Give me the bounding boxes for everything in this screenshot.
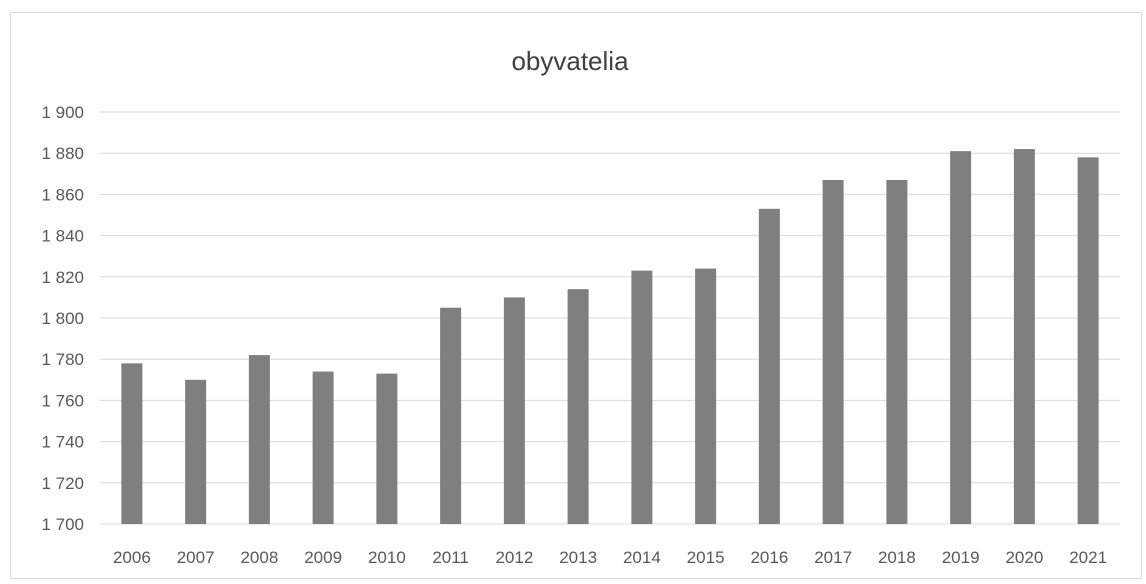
x-tick-label: 2010: [368, 548, 406, 567]
x-tick-label: 2020: [1005, 548, 1043, 567]
y-tick-label: 1 760: [41, 391, 84, 410]
bar-2020: [1013, 149, 1035, 524]
x-tick-label: 2008: [240, 548, 278, 567]
x-tick-label: 2011: [432, 548, 469, 567]
bar-2021: [1077, 157, 1099, 524]
x-axis-tick-labels: 2006 2007 2008 2009 2010 2011 2012 2013 2014 2015…: [113, 548, 1107, 567]
x-tick-label: 2014: [623, 548, 661, 567]
chart-title: obyvatelia: [511, 46, 629, 76]
x-tick-label: 2013: [559, 548, 597, 567]
x-tick-label: 2006: [113, 548, 151, 567]
y-tick-label: 1 840: [41, 227, 84, 246]
bar-2016: [758, 208, 780, 524]
y-tick-label: 1 740: [41, 433, 84, 452]
bar-2007: [185, 379, 207, 524]
y-tick-label: 1 860: [41, 185, 84, 204]
x-tick-label: 2017: [814, 548, 852, 567]
bar-2019: [950, 151, 972, 524]
bar-2014: [631, 270, 653, 524]
y-tick-label: 1 800: [41, 309, 84, 328]
y-tick-label: 1 900: [41, 103, 84, 122]
y-axis-tick-labels: 1 700 1 720 1 740 1 760 1 780 1 800 1 820 1 840…: [41, 103, 84, 534]
bar-2013: [567, 289, 589, 524]
x-tick-label: 2012: [495, 548, 533, 567]
y-tick-label: 1 880: [41, 144, 84, 163]
y-tick-label: 1 700: [41, 515, 84, 534]
bar-2018: [886, 179, 908, 525]
y-tick-label: 1 780: [41, 350, 84, 369]
bar-2009: [312, 371, 334, 524]
bar-series: [121, 149, 1099, 525]
y-tick-label: 1 720: [41, 474, 84, 493]
bar-2010: [376, 373, 398, 524]
x-tick-label: 2015: [687, 548, 725, 567]
bar-2017: [822, 179, 844, 525]
gridlines: [100, 111, 1120, 525]
x-tick-label: 2007: [177, 548, 215, 567]
x-tick-label: 2019: [942, 548, 980, 567]
x-tick-label: 2021: [1069, 548, 1107, 567]
bar-2012: [503, 297, 525, 524]
x-tick-label: 2018: [878, 548, 916, 567]
bar-2008: [248, 355, 270, 524]
bar-2011: [440, 307, 462, 524]
bar-2015: [695, 268, 717, 524]
x-tick-label: 2016: [750, 548, 788, 567]
bar-2006: [121, 363, 143, 524]
x-tick-label: 2009: [304, 548, 342, 567]
y-tick-label: 1 820: [41, 268, 84, 287]
